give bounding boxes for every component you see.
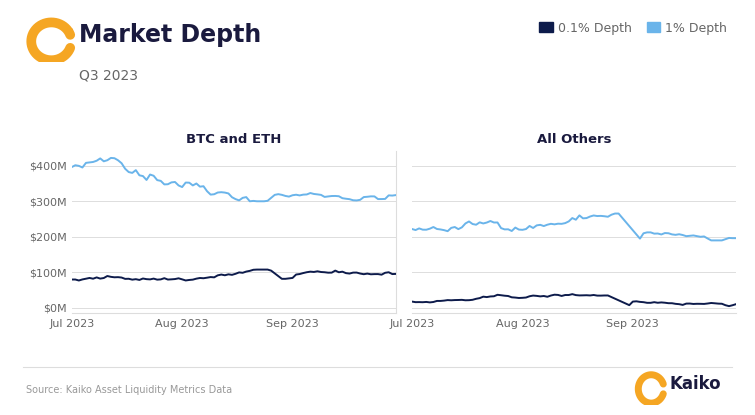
Text: Source: Kaiko Asset Liquidity Metrics Data: Source: Kaiko Asset Liquidity Metrics Da… [26,385,233,395]
Text: Q3 2023: Q3 2023 [79,68,138,83]
Legend: 0.1% Depth, 1% Depth: 0.1% Depth, 1% Depth [534,17,732,39]
Text: Kaiko: Kaiko [670,375,721,393]
Text: Market Depth: Market Depth [79,23,261,47]
Title: BTC and ETH: BTC and ETH [186,133,282,146]
Title: All Others: All Others [537,133,612,146]
